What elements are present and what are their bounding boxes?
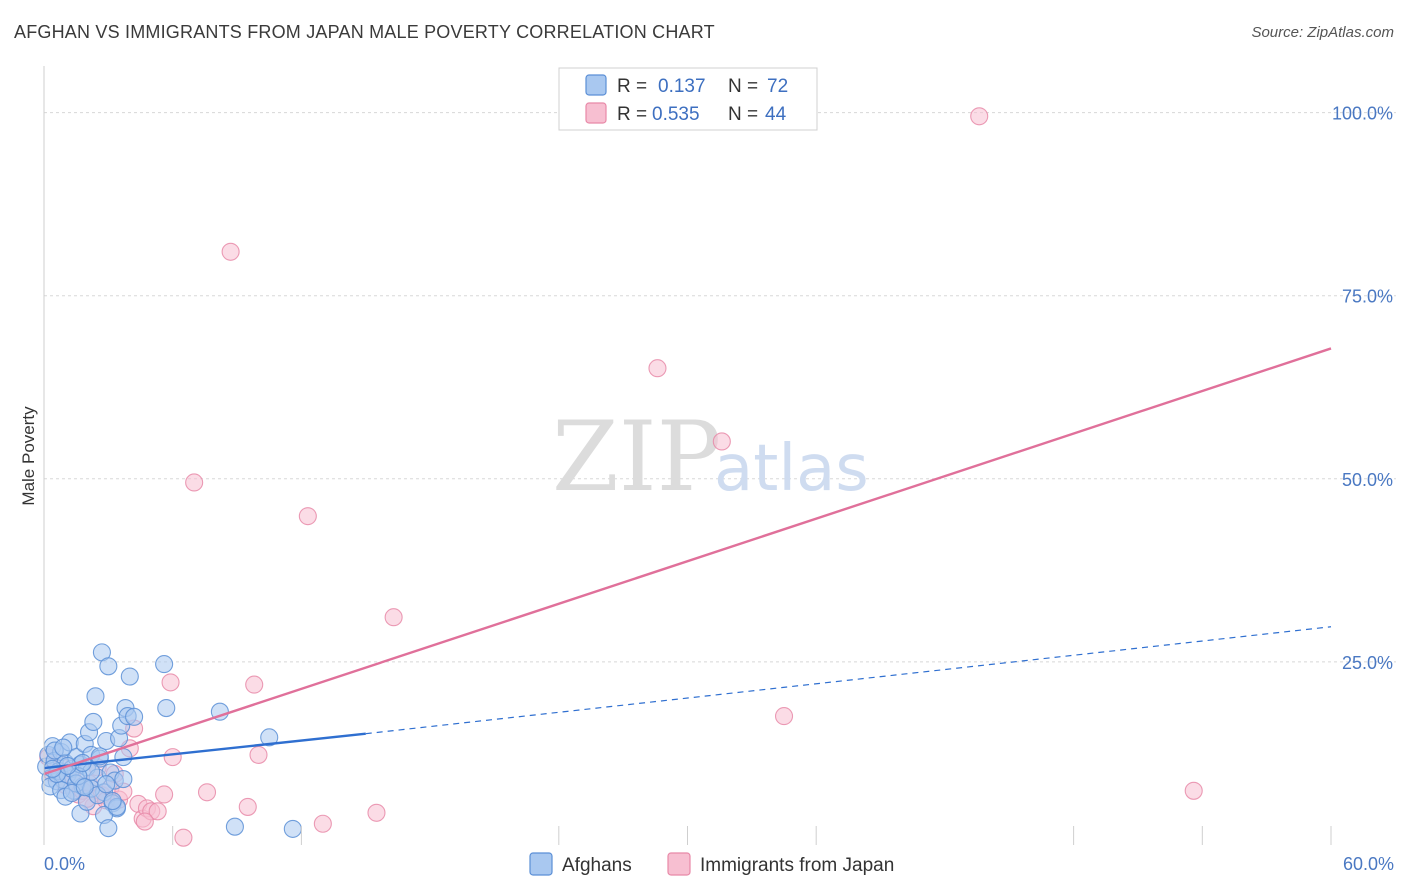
point-afghans-40 (125, 707, 144, 726)
point-afghans-66 (97, 775, 116, 794)
y-axis-label: Male Poverty (19, 406, 38, 506)
point-japan-30 (238, 797, 257, 816)
legend-swatch-japan (585, 102, 607, 124)
point-afghans-44 (260, 728, 279, 747)
point-japan-40 (970, 107, 989, 126)
legend-r-value-1: 0.535 (652, 104, 700, 125)
legend-r-label-0: R = (617, 76, 647, 97)
legend-n-label-0: N = (728, 76, 758, 97)
y-tick-label-3: 100.0% (1332, 104, 1393, 124)
point-afghans-39 (120, 667, 139, 686)
trend-line-afghans-dashed (365, 626, 1332, 735)
point-afghans-42 (157, 698, 176, 718)
point-afghans-23 (86, 687, 105, 706)
y-tick-label-1: 50.0% (1342, 470, 1393, 490)
point-japan-22 (148, 802, 167, 821)
trend-layer (43, 347, 1332, 776)
point-japan-42 (135, 812, 154, 831)
legend-swatch-afghans (585, 74, 607, 96)
point-japan-29 (221, 242, 240, 261)
point-afghans-41 (155, 655, 174, 674)
axis-layer: 25.0% 50.0% 75.0% 100.0% 0.0% 60.0% (43, 66, 1394, 874)
point-japan-31 (245, 675, 264, 694)
point-japan-25 (163, 748, 182, 767)
legend-n-value-0: 72 (767, 76, 788, 97)
bottom-legend: Afghans Immigrants from Japan (529, 852, 894, 876)
bottom-legend-label-afghans: Afghans (562, 855, 632, 876)
point-japan-41 (1184, 781, 1203, 800)
point-japan-35 (367, 803, 386, 822)
y-tick-label-2: 75.0% (1342, 287, 1393, 307)
point-japan-33 (298, 507, 317, 526)
point-japan-32 (249, 745, 268, 764)
point-japan-26 (174, 828, 193, 847)
x-tick-label-1: 60.0% (1343, 854, 1394, 874)
points-layer (37, 107, 1203, 847)
point-japan-39 (774, 707, 794, 726)
point-japan-27 (185, 473, 204, 492)
bottom-legend-label-japan: Immigrants from Japan (700, 855, 894, 876)
point-japan-28 (197, 783, 217, 802)
point-afghans-56 (114, 770, 133, 789)
trend-line-japan-solid (43, 347, 1332, 776)
watermark: ZIP atlas (552, 401, 869, 513)
top-legend: R = 0.137 N = 72 R = 0.535 N = 44 (558, 67, 818, 131)
point-afghans-69 (225, 817, 244, 836)
point-afghans-54 (99, 819, 118, 838)
legend-r-label-1: R = (617, 104, 647, 125)
point-afghans-70 (283, 819, 302, 838)
bottom-legend-swatch-afghans (529, 852, 553, 876)
point-afghans-36 (114, 748, 133, 767)
legend-r-value-0: 0.137 (658, 76, 706, 97)
point-japan-23 (155, 785, 174, 804)
point-japan-38 (712, 432, 731, 451)
point-japan-24 (161, 673, 180, 692)
grid-layer (44, 112, 1396, 663)
x-tick-label-0: 0.0% (44, 854, 85, 874)
point-afghans-58 (54, 738, 73, 757)
chart-source: Source: ZipAtlas.com (1251, 24, 1394, 41)
legend-n-label-1: N = (728, 104, 758, 125)
chart-title: AFGHAN VS IMMIGRANTS FROM JAPAN MALE POV… (14, 22, 715, 42)
watermark-atlas: atlas (714, 432, 869, 506)
point-afghans-65 (103, 792, 122, 811)
point-afghans-29 (99, 657, 118, 676)
point-afghans-22 (84, 712, 103, 732)
y-tick-label-0: 25.0% (1342, 653, 1393, 673)
point-japan-36 (384, 608, 403, 627)
point-japan-34 (313, 814, 332, 833)
point-japan-37 (648, 359, 667, 378)
point-afghans-71 (75, 778, 94, 797)
bottom-legend-swatch-japan (667, 852, 691, 876)
trend-line-afghans-solid (43, 732, 366, 770)
legend-n-value-1: 44 (765, 104, 787, 125)
watermark-zip: ZIP (552, 401, 721, 513)
